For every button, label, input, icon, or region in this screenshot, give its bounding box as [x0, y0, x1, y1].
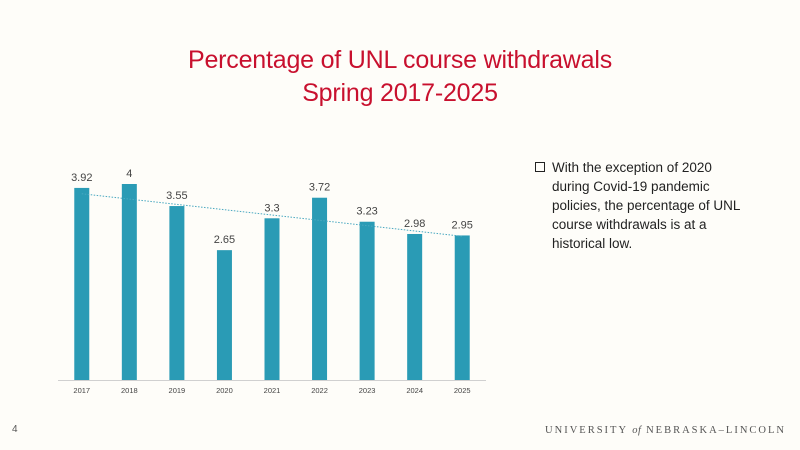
x-tick-label-2022: 2022	[311, 386, 328, 395]
x-tick-label-2019: 2019	[169, 386, 186, 395]
bar-2024	[407, 233, 423, 380]
data-label-2022: 3.72	[309, 182, 330, 194]
title-line-1: Percentage of UNL course withdrawals	[187, 46, 613, 74]
bar-2017	[74, 187, 90, 380]
bar-2021	[264, 218, 280, 380]
logo-of: of	[632, 425, 642, 436]
x-tick-label-2024: 2024	[406, 386, 423, 395]
x-tick-label-2025: 2025	[454, 386, 471, 395]
bar-2022	[312, 197, 328, 380]
x-tick-label-2023: 2023	[359, 386, 376, 395]
data-label-2019: 3.55	[166, 190, 187, 202]
data-label-2017: 3.92	[71, 172, 92, 184]
bar-2023	[359, 221, 375, 380]
x-tick-label-2021: 2021	[264, 386, 281, 395]
data-label-2023: 3.23	[356, 206, 377, 218]
logo-nebraska-lincoln: NEBRASKA–LINCOLN	[646, 425, 786, 436]
slide-title: Percentage of UNL course withdrawals Spr…	[0, 44, 800, 110]
data-label-2018: 4	[126, 168, 132, 180]
page-number: 4	[12, 424, 18, 435]
data-label-2021: 3.3	[264, 202, 279, 214]
data-label-2024: 2.98	[404, 218, 425, 230]
bar-2018	[121, 184, 137, 380]
x-tick-label-2017: 2017	[73, 386, 90, 395]
x-tick-label-2020: 2020	[216, 386, 233, 395]
title-line-2: Spring 2017-2025	[302, 79, 498, 107]
data-label-2025: 2.95	[452, 219, 473, 231]
bar-2025	[454, 235, 470, 380]
logo-university: UNIVERSITY	[545, 425, 628, 436]
university-logo: UNIVERSITY of NEBRASKA–LINCOLN	[545, 425, 786, 436]
data-label-2020: 2.65	[214, 234, 235, 246]
checkbox-bullet-icon	[535, 162, 545, 172]
bullet-text: With the exception of 2020 during Covid-…	[552, 160, 740, 251]
x-tick-label-2018: 2018	[121, 386, 138, 395]
bullet-point: With the exception of 2020 during Covid-…	[535, 158, 745, 253]
bar-2020	[216, 250, 232, 380]
bar-2019	[169, 206, 185, 380]
trendline	[81, 193, 463, 237]
